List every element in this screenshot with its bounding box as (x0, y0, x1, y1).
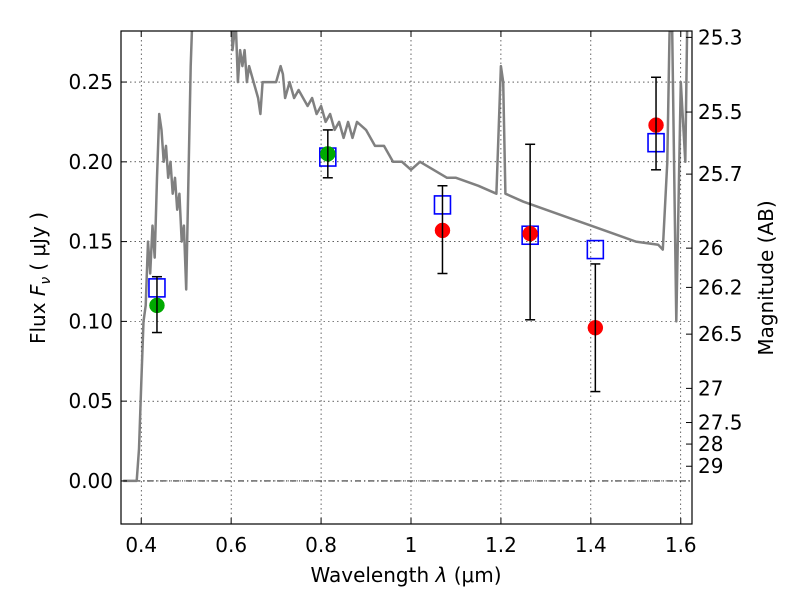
y-tick-label: 0.20 (68, 150, 113, 174)
magnitude-tick-label: 26.5 (698, 322, 743, 346)
plot-area (123, 31, 689, 483)
model-flux-square (586, 239, 605, 260)
x-tick-label: 1.6 (665, 533, 697, 557)
y-axis: 0.00 0.05 0.10 0.15 0.20 0.25 (68, 70, 127, 493)
magnitude-tick-label: 26.2 (698, 275, 743, 299)
x-tick-label: 0.8 (305, 533, 337, 557)
y-tick-label: 0.10 (68, 309, 113, 333)
magnitude-tick-label: 26 (698, 236, 723, 260)
x-tick-label: 0.6 (215, 533, 247, 557)
template-spectrum-line (123, 31, 689, 483)
magnitude-tick-label: 27 (698, 376, 723, 400)
y-tick-label: 0.15 (68, 230, 113, 254)
grid (121, 31, 692, 524)
plot-frame (120, 30, 693, 525)
magnitude-tick-label: 25.3 (698, 25, 743, 49)
x-tick-label: 1.4 (575, 533, 607, 557)
magnitude-tick-label: 28 (698, 432, 723, 456)
magnitude-tick-label: 27.5 (698, 411, 743, 435)
x-axis-label: Wavelength λ (μm) (310, 563, 501, 587)
magnitude-tick-label: 29 (698, 454, 723, 478)
x-tick-label: 1.2 (485, 533, 517, 557)
x-axis: 0.4 0.6 0.8 1 1.2 1.4 1.6 (125, 31, 697, 557)
magnitude-tick-label: 25.5 (698, 100, 743, 124)
y-tick-label: 0.25 (68, 70, 113, 94)
magnitude-axis-label: Magnitude (AB) (754, 200, 778, 355)
plot-background (121, 31, 692, 524)
y-axis-label: Flux Fν( μJy ) (26, 212, 54, 344)
y-tick-label: 0.05 (68, 389, 113, 413)
y-tick-label: 0.00 (68, 469, 113, 493)
x-tick-label: 1 (405, 533, 418, 557)
magnitude-tick-label: 25.7 (698, 162, 743, 186)
x-tick-label: 0.4 (125, 533, 157, 557)
